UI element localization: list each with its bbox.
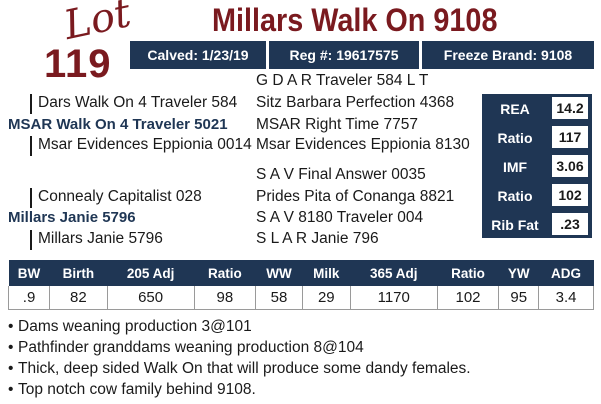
carcass-label: IMF [502,158,528,175]
pedigree-dam-dam-dam: S L A R Janie 796 [256,230,379,247]
performance-table: BW Birth 205 Adj Ratio WW Milk 365 Adj R… [7,260,594,310]
column-header: 205 Adj [107,260,195,286]
carcass-value: .23 [552,213,588,235]
pedigree-sire-sire-sire: G D A R Traveler 584 L T [256,72,429,89]
bullet-icon: • [8,381,14,398]
note-text: Pathfinder granddams weaning production … [18,339,364,356]
list-item: • Thick, deep sided Walk On that will pro… [8,358,471,379]
column-header: Ratio [437,260,499,286]
carcass-label: Rib Fat [491,216,539,233]
info-bar-divider [266,41,269,69]
pedigree-sire-sire: Dars Walk On 4 Traveler 584 [30,94,237,114]
pedigree-dam-sire: Connealy Capitalist 028 [30,188,202,208]
table-cell: .9 [7,286,51,310]
column-header: Birth [49,260,108,286]
carcass-row-rea: REA 14.2 [482,94,592,123]
carcass-value: 117 [552,126,588,148]
table-cell: 102 [436,286,500,310]
freeze-brand: Freeze Brand: 9108 [443,47,573,63]
carcass-row-imf: IMF 3.06 [482,152,592,181]
column-header: 365 Adj [350,260,438,286]
table-cell: 98 [193,286,257,310]
page-title: Millars Walk On 9108 [212,2,498,38]
note-text: Dams weaning production 3@101 [18,318,252,335]
bullet-icon: • [8,360,14,377]
carcass-table: REA 14.2 Ratio 117 IMF 3.06 Ratio 102 Ri… [482,94,592,238]
bullet-icon: • [8,339,14,356]
info-bar: Calved: 1/23/19 Reg #: 19617575 Freeze B… [130,41,594,69]
pedigree-sire-dam-dam: Msar Evidences Eppionia 8130 [256,136,470,153]
pedigree-dam-dam: Millars Janie 5796 [30,230,163,250]
carcass-row-rib-fat: Rib Fat .23 [482,210,592,239]
pedigree-dam-dam-sire: S A V 8180 Traveler 004 [256,209,424,226]
note-text: Top notch cow family behind 9108. [18,381,256,398]
bullet-icon: • [8,318,14,335]
table-row: .9 82 650 98 58 29 1170 102 95 3.4 [7,286,594,310]
column-header: Milk [302,260,351,286]
carcass-value: 14.2 [552,97,588,119]
column-header: YW [498,260,539,286]
note-text: Thick, deep sided Walk On that will prod… [18,360,471,377]
carcass-value: 3.06 [552,155,588,177]
lot-number: 119 [44,42,112,86]
pedigree-dam-sire-dam: Prides Pita of Conanga 8821 [256,188,455,205]
pedigree-sire-sire-dam: Sitz Barbara Perfection 4368 [256,94,455,111]
list-item: • Dams weaning production 3@101 [8,316,471,337]
pedigree-sire: MSAR Walk On 4 Traveler 5021 [8,116,228,133]
column-header: BW [8,260,50,286]
carcass-value: 102 [552,184,588,206]
registration-number: Reg #: 19617575 [289,47,399,63]
pedigree-dam: Millars Janie 5796 [8,209,136,226]
list-item: • Pathfinder granddams weaning production… [8,337,471,358]
carcass-row-imf-ratio: Ratio 102 [482,181,592,210]
table-cell: 95 [498,286,540,310]
list-item: • Top notch cow family behind 9108. [8,379,471,400]
column-header: Ratio [194,260,256,286]
table-cell: 650 [106,286,195,310]
table-header-row: BW Birth 205 Adj Ratio WW Milk 365 Adj R… [8,260,594,286]
table-cell: 29 [301,286,351,310]
notes-list: • Dams weaning production 3@101 • Pathfind… [8,316,471,400]
table-cell: 3.4 [538,286,594,310]
column-header: WW [255,260,303,286]
pedigree-dam-sire-sire: S A V Final Answer 0035 [256,166,426,183]
carcass-label: REA [500,100,530,117]
table-cell: 82 [49,286,108,310]
column-header: ADG [538,260,594,286]
table-cell: 1170 [349,286,438,310]
table-cell: 58 [255,286,303,310]
info-bar-divider [419,41,422,69]
carcass-label: Ratio [497,187,533,204]
carcass-row-rea-ratio: Ratio 117 [482,123,592,152]
pedigree-sire-dam-sire: MSAR Right Time 7757 [256,116,418,133]
calved-date: Calved: 1/23/19 [147,47,249,63]
pedigree-sire-dam: Msar Evidences Eppionia 0014 [30,136,252,156]
carcass-label: Ratio [497,129,533,146]
